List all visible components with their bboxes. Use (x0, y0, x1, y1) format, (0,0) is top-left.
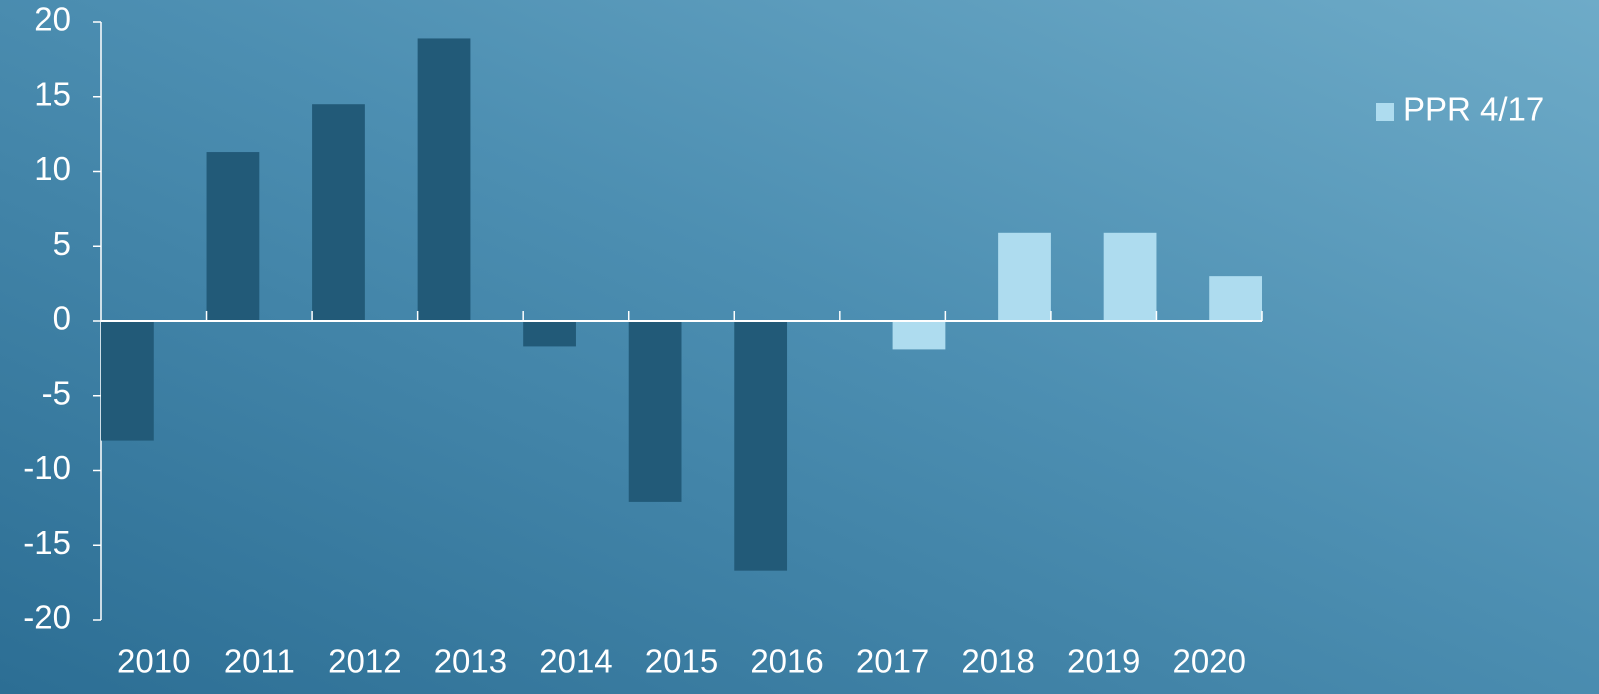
x-tick-label: 2019 (1067, 643, 1140, 680)
x-tick-label: 2010 (117, 643, 190, 680)
x-tick-label: 2014 (539, 643, 612, 680)
bar (417, 38, 471, 321)
bar (628, 321, 682, 502)
legend-swatch (1376, 103, 1394, 121)
y-tick-label: -20 (23, 599, 71, 636)
legend-label: PPR 4/17 (1403, 91, 1544, 128)
bar (523, 321, 576, 347)
x-tick-label: 2015 (645, 643, 718, 680)
bar (1103, 232, 1157, 321)
x-tick-label: 2020 (1173, 643, 1246, 680)
x-tick-label: 2012 (328, 643, 401, 680)
x-tick-label: 2013 (434, 643, 507, 680)
y-tick-label: 20 (34, 1, 71, 38)
bar (998, 232, 1051, 321)
y-tick-label: -15 (23, 524, 71, 561)
y-tick-label: 15 (34, 75, 71, 112)
bar (734, 321, 788, 571)
x-tick-label: 2011 (224, 643, 295, 680)
y-tick-label: -5 (42, 374, 71, 411)
x-tick-label: 2016 (750, 643, 823, 680)
x-tick-label: 2017 (856, 643, 929, 680)
y-tick-label: 0 (53, 300, 71, 337)
y-tick-label: 10 (34, 150, 71, 187)
x-tick-label: 2018 (961, 643, 1034, 680)
y-tick-label: -10 (23, 449, 71, 486)
bar (312, 104, 365, 321)
y-tick-label: 5 (53, 225, 71, 262)
bar (101, 321, 154, 441)
bar (1209, 276, 1262, 321)
bar (206, 152, 260, 321)
bar (892, 321, 946, 350)
